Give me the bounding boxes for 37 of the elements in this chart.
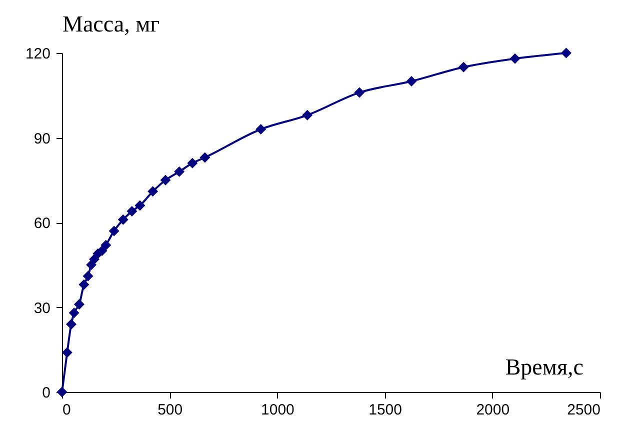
point [118,214,128,225]
point [560,48,572,58]
point [160,174,171,186]
point [187,158,198,168]
point [78,279,90,290]
point [108,226,120,236]
point [82,270,94,282]
point [62,347,72,358]
point [89,254,100,264]
point [148,186,158,197]
x-tick-label: 0 [62,402,71,418]
x-tick-label: 1000 [261,402,294,418]
y-tick-label: 0 [42,384,50,402]
point [302,110,313,120]
point [510,53,520,64]
x-tick-label: 1500 [368,402,402,418]
y-axis-title: Масса, мг [62,12,160,36]
x-tick-label: 500 [158,402,183,418]
y-tick-label: 60 [34,215,50,232]
y-tick-label: 30 [34,300,50,317]
point [174,166,185,177]
point [68,308,80,318]
point [256,124,266,135]
x-tick-label: 2000 [476,402,510,418]
point [74,299,84,310]
point [200,152,210,163]
point [66,318,76,330]
point [100,240,112,250]
point [126,206,138,216]
y-tick-label: 120 [25,46,50,62]
point [354,87,365,98]
point [134,200,146,211]
x-axis-title: Время,с [505,354,584,380]
x-tick-label: 2500 [567,402,600,418]
point [458,62,469,72]
point [406,76,417,86]
y-tick-label: 90 [34,130,50,148]
